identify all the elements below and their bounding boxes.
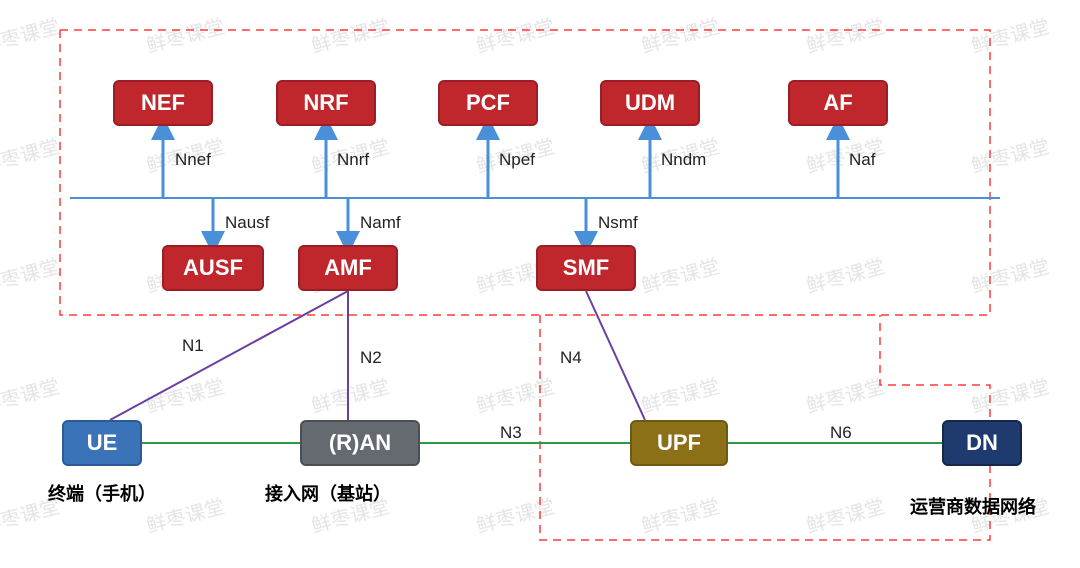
caption-1: 接入网（基站） [265,480,391,506]
watermark: 鲜枣课堂 [638,250,723,299]
iface-label-n6: N6 [830,423,852,443]
watermark: 鲜枣课堂 [968,130,1053,179]
node-af: AF [788,80,888,126]
watermark: 鲜枣课堂 [803,10,888,59]
iface-label-npef: Npef [499,150,535,170]
iface-label-nsmf: Nsmf [598,213,638,233]
watermark: 鲜枣课堂 [0,10,62,59]
iface-label-nnrf: Nnrf [337,150,369,170]
node-ue: UE [62,420,142,466]
iface-label-n1: N1 [182,336,204,356]
watermark: 鲜枣课堂 [968,10,1053,59]
watermark: 鲜枣课堂 [638,490,723,539]
node-ran: (R)AN [300,420,420,466]
diagram-canvas: 鲜枣课堂鲜枣课堂鲜枣课堂鲜枣课堂鲜枣课堂鲜枣课堂鲜枣课堂鲜枣课堂鲜枣课堂鲜枣课堂… [0,0,1080,568]
node-udm: UDM [600,80,700,126]
watermark: 鲜枣课堂 [143,10,228,59]
iface-label-nausf: Nausf [225,213,269,233]
node-dn: DN [942,420,1022,466]
node-upf: UPF [630,420,728,466]
watermark: 鲜枣课堂 [803,250,888,299]
node-nef: NEF [113,80,213,126]
iface-label-n2: N2 [360,348,382,368]
watermark: 鲜枣课堂 [638,10,723,59]
watermark: 鲜枣课堂 [308,10,393,59]
iface-label-nnef: Nnef [175,150,211,170]
watermark: 鲜枣课堂 [308,370,393,419]
watermark: 鲜枣课堂 [473,370,558,419]
node-ausf: AUSF [162,245,264,291]
watermark: 鲜枣课堂 [638,370,723,419]
watermark: 鲜枣课堂 [803,370,888,419]
iface-label-naf: Naf [849,150,875,170]
caption-0: 终端（手机） [48,480,156,506]
node-nrf: NRF [276,80,376,126]
watermark: 鲜枣课堂 [0,130,62,179]
iface-label-n4: N4 [560,348,582,368]
iface-label-namf: Namf [360,213,401,233]
watermark: 鲜枣课堂 [473,10,558,59]
watermark: 鲜枣课堂 [0,250,62,299]
node-amf: AMF [298,245,398,291]
node-pcf: PCF [438,80,538,126]
watermark: 鲜枣课堂 [143,370,228,419]
iface-label-nndm: Nndm [661,150,706,170]
watermark: 鲜枣课堂 [0,370,62,419]
watermark: 鲜枣课堂 [968,250,1053,299]
watermark: 鲜枣课堂 [473,490,558,539]
node-smf: SMF [536,245,636,291]
iface-label-n3: N3 [500,423,522,443]
watermark: 鲜枣课堂 [968,370,1053,419]
watermark: 鲜枣课堂 [803,490,888,539]
caption-2: 运营商数据网络 [910,493,1036,519]
